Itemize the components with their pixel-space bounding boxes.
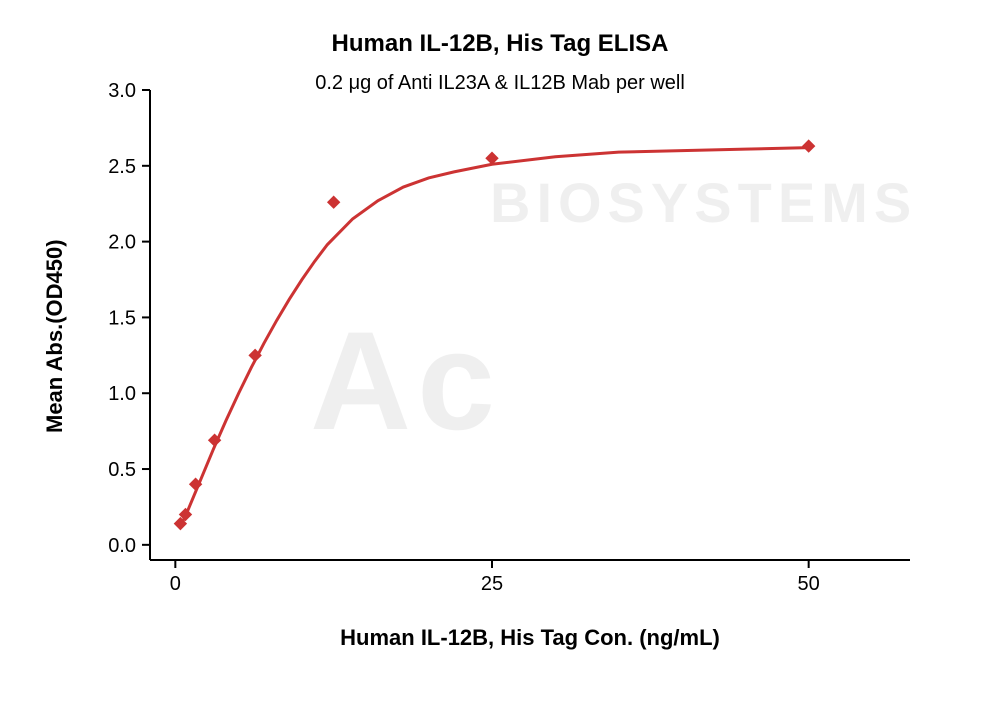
x-tick-label: 0: [170, 573, 181, 595]
chart-subtitle: 0.2 μg of Anti IL23A & IL12B Mab per wel…: [0, 72, 1000, 95]
y-tick-label: 2.5: [108, 156, 136, 178]
chart-container: BIOSYSTEMS Ac Human IL-12B, His Tag ELIS…: [0, 0, 1000, 702]
y-tick-label: 2.0: [108, 232, 136, 254]
fitted-curve: [180, 148, 808, 527]
y-tick-label: 1.5: [108, 307, 136, 329]
y-tick-label: 1.0: [108, 383, 136, 405]
x-tick-label: 50: [798, 573, 820, 595]
y-tick-label: 0.5: [108, 459, 136, 481]
data-point: [803, 140, 815, 152]
chart-svg: 0.00.51.01.52.02.53.002550: [0, 0, 1000, 702]
y-tick-label: 0.0: [108, 535, 136, 557]
x-tick-label: 25: [481, 573, 503, 595]
x-axis-label: Human IL-12B, His Tag Con. (ng/mL): [150, 625, 910, 651]
chart-title: Human IL-12B, His Tag ELISA: [0, 30, 1000, 58]
data-point: [328, 196, 340, 208]
y-axis-label: Mean Abs.(OD450): [42, 213, 68, 433]
